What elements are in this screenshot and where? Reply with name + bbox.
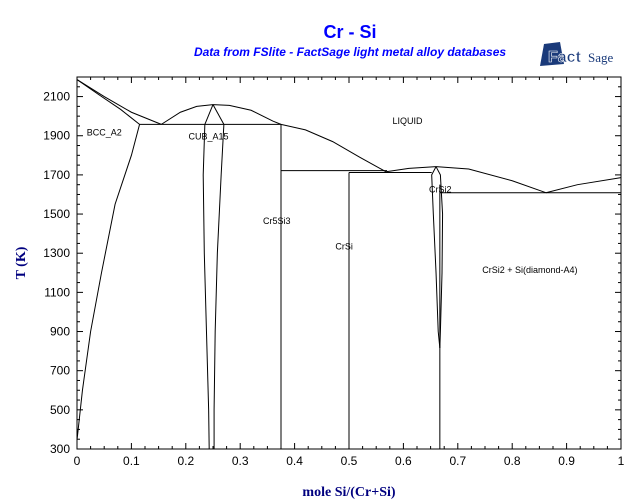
phase-boundary-line: [204, 104, 214, 125]
y-tick-label: 900: [50, 325, 70, 339]
chart-title: Cr - Si: [323, 22, 377, 42]
x-tick-label: 0.3: [232, 454, 249, 468]
x-tick-label: 0.7: [449, 454, 466, 468]
y-tick-label: 700: [50, 364, 70, 378]
phase-boundary-line: [161, 104, 282, 125]
region-label: CrSi: [335, 241, 353, 251]
y-tick-label: 1700: [43, 168, 70, 182]
region-label: CUB_A15: [189, 132, 229, 142]
x-tick-label: 0.5: [341, 454, 358, 468]
x-tick-label: 0.6: [395, 454, 412, 468]
phase-boundary-line: [280, 123, 387, 173]
y-tick-label: 1300: [43, 246, 70, 260]
x-axis-title: mole Si/(Cr+Si): [302, 485, 395, 500]
y-tick-label: 1500: [43, 207, 70, 221]
svg-text:Fact: Fact: [548, 49, 582, 66]
chart-subtitle: Data from FSlite - FactSage light metal …: [193, 45, 507, 59]
y-tick-label: 2100: [43, 90, 70, 104]
phase-boundary-line: [385, 166, 547, 194]
x-tick-label: 1: [618, 454, 625, 468]
y-tick-label: 300: [50, 442, 70, 456]
x-tick-label: 0.8: [504, 454, 521, 468]
y-axis-title: T (K): [14, 246, 29, 279]
phase-boundary-line: [76, 79, 140, 125]
region-label: CrSi2: [429, 185, 452, 195]
factsage-logo: Fact Sage: [538, 40, 628, 75]
axis-ticks: 0 0.1 0.2 0.3 0.4 0.5 0.6 0.7 0.8 0.9 130050070090…: [43, 77, 625, 468]
region-label: Cr5Si3: [263, 216, 291, 226]
phase-boundary-line: [202, 124, 210, 450]
phase-boundary-line: [213, 124, 225, 449]
factsage-logo-icon: Fact Sage: [540, 42, 614, 66]
phase-boundary-line: [76, 124, 141, 441]
phase-boundaries: [76, 79, 622, 450]
region-label: BCC_A2: [87, 128, 122, 138]
region-label: LIQUID: [393, 116, 424, 126]
x-tick-label: 0.2: [177, 454, 194, 468]
y-tick-label: 1900: [43, 129, 70, 143]
region-labels: LIQUID BCC_A2 CUB_A15 Cr5Si3 CrSi CrSi2 CrSi2 …: [87, 116, 578, 275]
x-tick-label: 0.9: [558, 454, 575, 468]
phase-boundary-line: [212, 104, 225, 125]
phase-boundary-line: [431, 166, 441, 349]
y-tick-label: 500: [50, 403, 70, 417]
x-tick-label: 0.4: [286, 454, 303, 468]
region-label: CrSi2 + Si(diamond-A4): [482, 265, 577, 275]
x-tick-label: 0.1: [123, 454, 140, 468]
phase-boundary-line: [545, 177, 622, 194]
x-tick-label: 0: [74, 454, 81, 468]
y-tick-label: 1100: [44, 285, 70, 299]
svg-text:Sage: Sage: [588, 50, 614, 65]
phase-boundary-line: [76, 79, 162, 125]
